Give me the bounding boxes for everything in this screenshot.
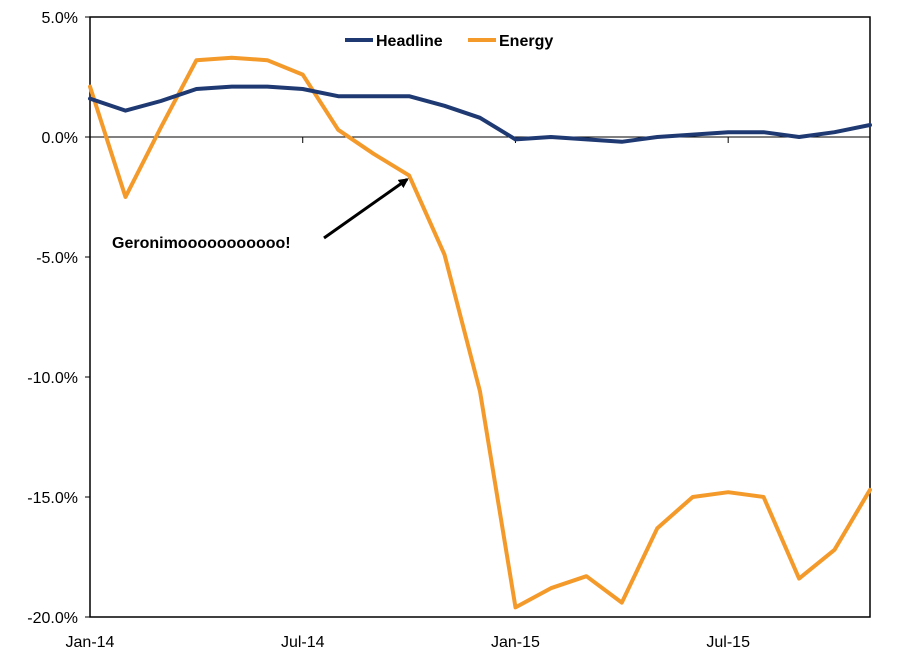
x-tick-label: Jul-14 xyxy=(281,634,325,651)
y-tick-label: 5.0% xyxy=(42,10,78,27)
legend: Headline Energy xyxy=(345,33,553,50)
y-axis: 5.0% 0.0% -5.0% -10.0% -15.0% -20.0% xyxy=(27,10,90,627)
annotation-arrow xyxy=(323,178,409,240)
x-tick-label: Jul-15 xyxy=(706,634,750,651)
y-tick-label: -15.0% xyxy=(27,490,78,507)
y-tick-label: -20.0% xyxy=(27,610,78,627)
series-line-energy xyxy=(88,55,872,610)
annotation-text: Geronimooooooooooo! xyxy=(112,235,291,252)
y-tick-label: 0.0% xyxy=(42,130,78,147)
x-tick-label: Jan-14 xyxy=(66,634,115,651)
legend-label-headline: Headline xyxy=(376,33,443,50)
y-tick-label: -10.0% xyxy=(27,370,78,387)
plot-area xyxy=(89,16,871,618)
series-line-headline xyxy=(88,84,872,144)
series-group xyxy=(88,55,872,610)
annotation: Geronimooooooooooo! xyxy=(112,178,409,252)
y-tick-label: -5.0% xyxy=(36,250,78,267)
legend-label-energy: Energy xyxy=(499,33,553,50)
x-tick-label: Jan-15 xyxy=(491,634,540,651)
